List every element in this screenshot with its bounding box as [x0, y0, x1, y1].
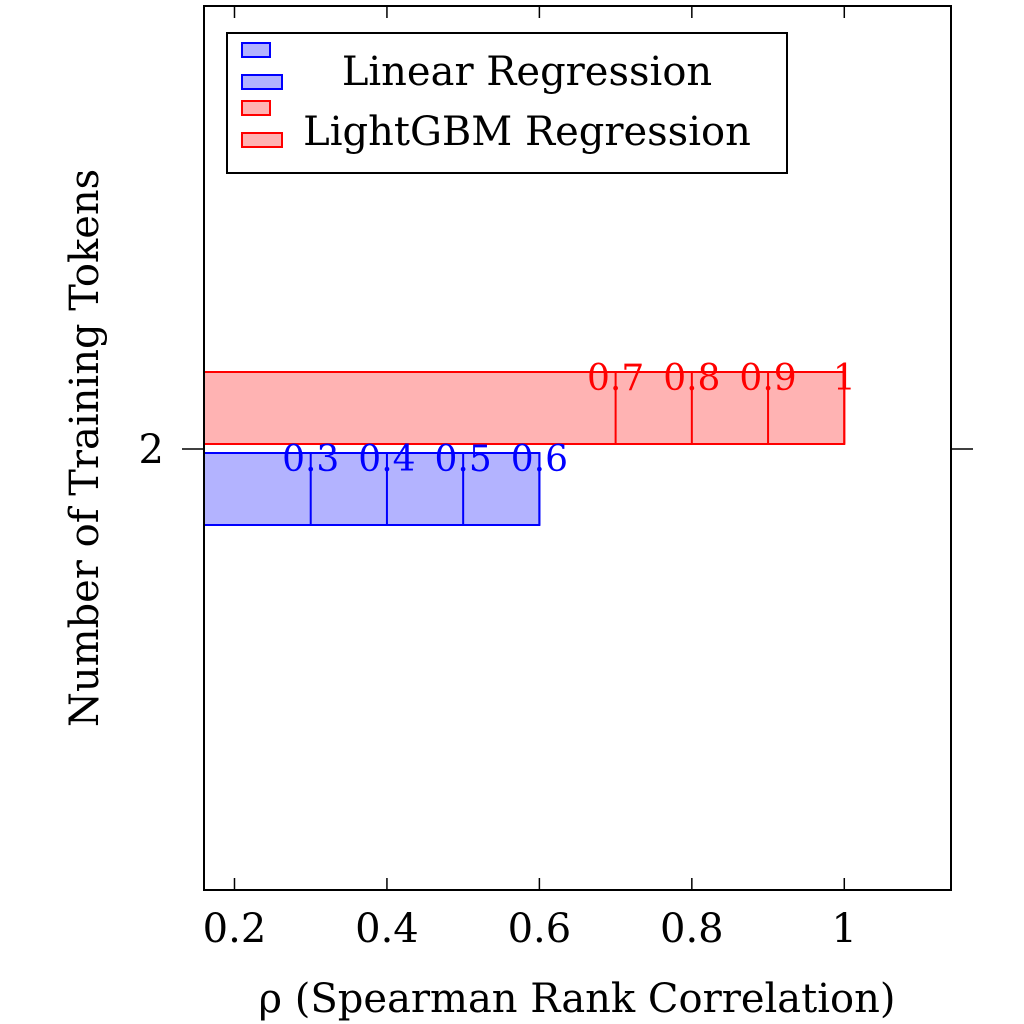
bar-lightgbm — [203, 371, 846, 445]
legend-swatch-linear-top — [241, 42, 271, 58]
x-axis-title: ρ (Spearman Rank Correlation) — [259, 976, 896, 1022]
legend-swatch-linear-bottom — [241, 74, 283, 90]
bar-linear-label-2: 0.5 — [435, 439, 492, 480]
plot-frame — [203, 5, 952, 891]
legend-label-lightgbm: LightGBM Regression — [303, 109, 751, 155]
bar-linear-label-0: 0.3 — [282, 439, 339, 480]
x-tick-label-0: 0.2 — [203, 906, 267, 952]
legend-swatch-lightgbm-bottom — [241, 132, 283, 148]
ticks-layer — [182, 6, 973, 890]
legend-label-linear: Linear Regression — [342, 49, 712, 95]
bar-linear — [203, 452, 541, 526]
legend: Linear Regression LightGBM Regression — [226, 32, 788, 174]
bars-layer — [203, 371, 846, 526]
bar-lightgbm-label-2: 0.9 — [739, 358, 796, 399]
bar-lightgbm-label-0: 0.7 — [587, 358, 644, 399]
bar-linear-label-1: 0.4 — [358, 439, 415, 480]
legend-swatch-lightgbm-top — [241, 100, 271, 116]
x-tick-label-1: 0.4 — [355, 906, 419, 952]
bar-lightgbm-label-3: 1 — [833, 358, 856, 399]
labels-layer: 0.2 0.4 0.6 0.8 1 2 0.3 0.4 0.5 0.6 0.7 0.8 0.9 1 — [139, 358, 857, 952]
x-tick-label-4: 1 — [832, 906, 857, 952]
bar-linear-label-3: 0.6 — [511, 439, 568, 480]
legend-box — [226, 32, 788, 174]
y-tick-label-0: 2 — [139, 427, 164, 473]
bar-lightgbm-label-1: 0.8 — [663, 358, 720, 399]
y-axis-title: Number of Training Tokens — [62, 169, 108, 727]
x-tick-label-2: 0.6 — [508, 906, 572, 952]
x-tick-label-3: 0.8 — [660, 906, 724, 952]
